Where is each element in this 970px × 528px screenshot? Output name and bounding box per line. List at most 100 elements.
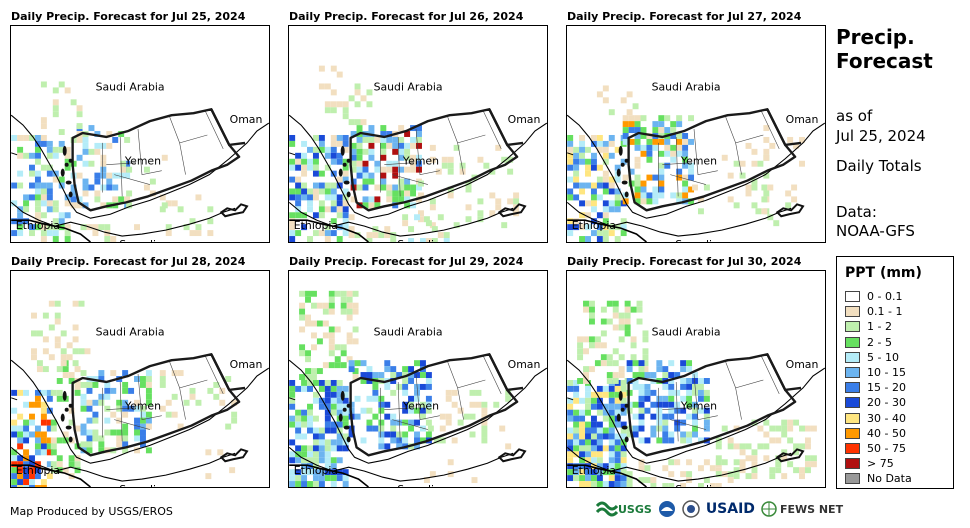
precip-cell <box>307 194 313 201</box>
precip-cell <box>634 186 641 193</box>
precip-cell <box>733 467 740 474</box>
precip-cell <box>622 115 629 122</box>
precip-cell <box>307 379 313 386</box>
precip-cell <box>787 461 794 468</box>
precip-cell <box>23 461 30 468</box>
precip-cell <box>804 461 811 468</box>
admin-boundary <box>670 419 706 430</box>
precip-cell <box>602 409 609 416</box>
precip-cell <box>40 164 47 171</box>
precip-cell <box>602 481 609 487</box>
precip-cell <box>577 378 584 384</box>
precip-cell <box>86 435 93 442</box>
precip-cell <box>372 425 379 432</box>
precip-cell <box>76 172 83 179</box>
precip-cell <box>481 437 488 444</box>
precip-cell <box>92 411 99 418</box>
precip-cell <box>608 409 615 416</box>
precip-cell <box>638 383 645 390</box>
precip-cell <box>348 226 355 233</box>
precip-cell <box>594 360 601 367</box>
precip-cell <box>622 138 629 145</box>
precip-cell <box>781 455 788 462</box>
precip-cell <box>29 413 35 420</box>
admin-boundary <box>179 142 186 175</box>
horn-coastline <box>289 446 514 482</box>
precip-cell <box>579 146 586 153</box>
label-ethiopia: Ethiopia <box>572 219 616 232</box>
precip-cell <box>307 421 313 428</box>
precip-cell <box>573 463 580 470</box>
precip-cell <box>56 455 63 462</box>
precip-cell <box>670 144 677 151</box>
precip-cell <box>670 127 677 134</box>
precip-cell <box>342 433 349 440</box>
precip-cell <box>94 142 101 149</box>
horn-coastline <box>11 446 236 482</box>
agency-logos: USGS USAID FEWS NET <box>596 500 843 518</box>
precip-cell <box>614 194 621 201</box>
precip-cell <box>652 144 659 151</box>
precip-cell <box>596 421 603 428</box>
precip-cell <box>92 417 99 424</box>
precip-cell <box>668 459 675 466</box>
precip-cell <box>17 230 24 237</box>
precip-cell <box>104 405 111 412</box>
forecast-map: Saudi ArabiaOmanYemenEthiopiaSomalia <box>288 270 548 488</box>
legend-label: 40 - 50 <box>867 426 906 440</box>
usgs-logo: USGS <box>596 500 652 518</box>
precip-cell <box>626 483 633 487</box>
precip-cell <box>29 431 35 438</box>
precip-cell <box>579 469 586 476</box>
precip-cell <box>106 142 113 149</box>
precip-cell <box>46 206 53 213</box>
precip-cell <box>362 196 369 203</box>
precip-cell <box>614 403 621 410</box>
precip-cell <box>404 202 411 209</box>
precip-cell <box>787 437 794 444</box>
admin-boundary <box>169 117 208 144</box>
admin-boundary <box>693 129 718 175</box>
precip-cell <box>362 202 369 209</box>
precip-cell <box>104 381 111 388</box>
precip-cell <box>126 190 133 197</box>
precip-cell <box>703 477 710 484</box>
precip-cell <box>656 413 663 420</box>
precip-cell <box>567 188 574 195</box>
precip-cell <box>614 164 621 171</box>
precip-cell <box>634 180 641 187</box>
precip-cell <box>408 378 415 384</box>
precip-cell <box>336 457 343 464</box>
precip-cell <box>727 471 734 478</box>
precip-cell <box>620 158 627 165</box>
precip-cell <box>614 481 621 487</box>
precip-cell <box>697 483 704 487</box>
legend-label: 50 - 75 <box>867 442 906 455</box>
precip-cell <box>116 435 123 442</box>
island <box>338 168 343 177</box>
precip-cell <box>126 166 133 173</box>
precip-cell <box>40 236 47 242</box>
precip-cell <box>189 230 196 237</box>
precip-cell <box>620 475 627 482</box>
precip-cell <box>703 389 710 396</box>
precip-cell <box>590 134 597 141</box>
oman-border <box>766 108 802 147</box>
precip-cell <box>318 403 325 410</box>
precip-cell <box>110 387 117 394</box>
oman-border <box>210 353 246 392</box>
admin-boundary <box>761 111 780 149</box>
precip-cell <box>295 212 302 219</box>
precip-cell <box>658 180 665 187</box>
precip-cell <box>602 212 609 219</box>
precip-cell <box>680 483 687 487</box>
precip-cell <box>289 212 296 219</box>
precip-cell <box>374 196 381 203</box>
precip-cell <box>295 200 302 207</box>
precip-cell <box>159 376 166 382</box>
precip-cell <box>46 152 53 159</box>
precip-cell <box>342 146 349 153</box>
precip-cell <box>573 409 580 416</box>
precip-cell <box>340 344 347 351</box>
precip-cell <box>404 131 411 137</box>
